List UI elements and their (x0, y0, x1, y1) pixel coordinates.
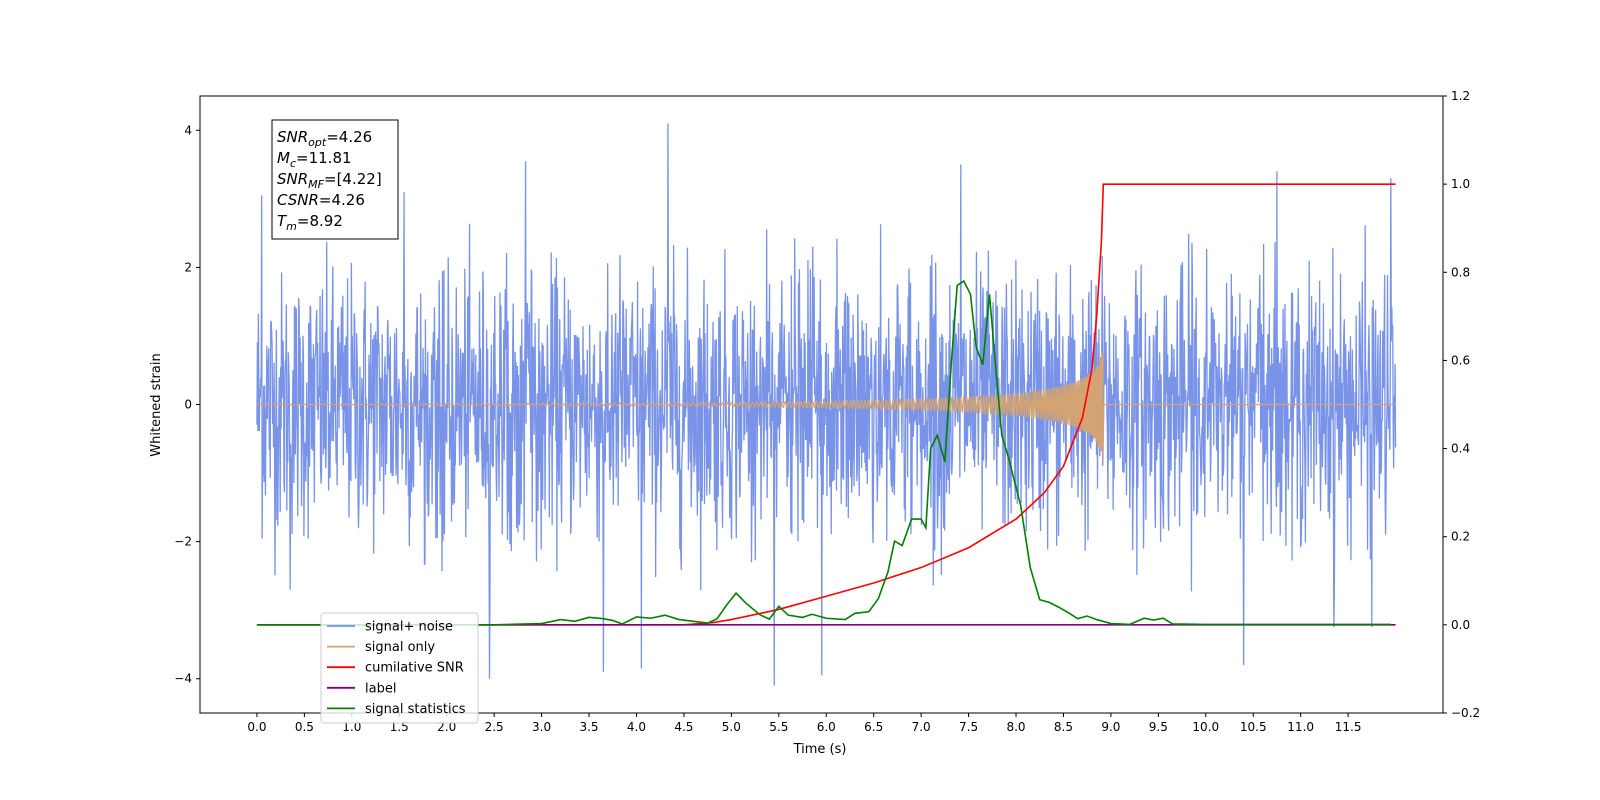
legend-item: signal statistics (327, 702, 466, 717)
y-right-tick-label: 0.8 (1451, 265, 1470, 279)
legend-label: signal+ noise (365, 620, 453, 635)
stats-subscript: m (286, 220, 297, 233)
stats-box-frame (271, 119, 399, 240)
x-tick-label: 9.0 (1101, 720, 1120, 734)
y-tick-label: −4 (174, 672, 192, 686)
series-signal-noise-line (256, 123, 1397, 686)
stats-symbol: M (277, 149, 290, 167)
legend-frame (320, 612, 479, 724)
stats-value: =[4.22] (324, 170, 382, 188)
x-tick-label: 7.0 (912, 720, 931, 734)
legend-item: label (327, 681, 396, 696)
x-tick-label: 0.0 (247, 720, 266, 734)
stats-symbol: T (277, 212, 288, 230)
stats-subscript: opt (308, 136, 327, 149)
x-tick-label: 10.5 (1240, 720, 1267, 734)
y-right-tick-label: 0.0 (1451, 618, 1470, 632)
x-tick-label: 9.5 (1149, 720, 1168, 734)
legend: signal+ noise signal only cumilative SNR la… (320, 612, 479, 724)
x-axis-label: Time (s) (793, 742, 847, 757)
y-right-tick-label: −0.2 (1451, 706, 1480, 720)
stats-value: =8.92 (297, 212, 343, 230)
plot-area (256, 123, 1397, 686)
y-tick-label: 4 (184, 123, 192, 137)
series-cumulative-snr-line (256, 183, 1396, 626)
legend-label: cumilative SNR (365, 661, 464, 676)
legend-label: signal only (365, 640, 435, 655)
x-tick-label: 6.0 (817, 720, 836, 734)
stats-line: Mc=11.81 (277, 149, 352, 170)
x-tick-label: 5.5 (769, 720, 788, 734)
series-signal-statistics-line (256, 279, 1391, 626)
x-tick-label: 0.5 (295, 720, 314, 734)
y-right-tick-label: 0.6 (1451, 353, 1470, 367)
stats-subscript: c (290, 157, 296, 170)
y-right-tick-label: 1.0 (1451, 177, 1470, 191)
x-tick-label: 5.0 (722, 720, 741, 734)
y-axis-label: Whitened strain (149, 353, 164, 456)
y-tick-label: 0 (184, 398, 192, 412)
stats-annotation: SNRopt=4.26Mc=11.81SNRMF=[4.22]CSNR=4.26… (271, 119, 399, 240)
y-axis-right: −0.2 0.0 0.2 0.4 0.6 0.8 1.0 1.2 (1443, 89, 1480, 720)
legend-label: label (365, 681, 396, 696)
x-tick-label: 3.5 (579, 720, 598, 734)
x-tick-label: 8.0 (1006, 720, 1025, 734)
y-right-tick-label: 1.2 (1451, 89, 1470, 103)
x-tick-label: 11.5 (1335, 720, 1362, 734)
y-tick-label: 2 (184, 260, 192, 274)
stats-line: Tm=8.92 (277, 212, 343, 233)
legend-item: signal+ noise (327, 620, 453, 635)
stats-symbol: CSNR (277, 191, 319, 209)
stats-line: SNRMF=[4.22] (277, 170, 382, 191)
x-tick-label: 11.0 (1287, 720, 1314, 734)
x-tick-label: 3.0 (532, 720, 551, 734)
x-tick-label: 4.0 (627, 720, 646, 734)
stats-subscript: MF (308, 178, 324, 191)
stats-value: =4.26 (326, 128, 372, 146)
y-axis-left: −4 −2 0 2 4 (174, 123, 200, 686)
y-right-tick-label: 0.4 (1451, 442, 1470, 456)
x-tick-label: 2.5 (485, 720, 504, 734)
y-right-tick-label: 0.2 (1451, 530, 1470, 544)
x-tick-label: 7.5 (959, 720, 978, 734)
legend-label: signal statistics (365, 702, 466, 717)
legend-item: cumilative SNR (327, 661, 464, 676)
stats-line: SNRopt=4.26 (277, 128, 372, 149)
stats-symbol: SNR (277, 170, 308, 188)
x-tick-label: 8.5 (1054, 720, 1073, 734)
series-signal-only-line (256, 351, 1396, 460)
legend-item: signal only (327, 640, 435, 655)
stats-symbol: SNR (277, 128, 308, 146)
x-tick-label: 10.0 (1192, 720, 1219, 734)
y-tick-label: −2 (174, 535, 192, 549)
stats-line: CSNR=4.26 (277, 191, 365, 209)
x-tick-label: 4.5 (674, 720, 693, 734)
stats-value: =4.26 (319, 191, 365, 209)
stats-value: =11.81 (296, 149, 352, 167)
x-tick-label: 6.5 (864, 720, 883, 734)
